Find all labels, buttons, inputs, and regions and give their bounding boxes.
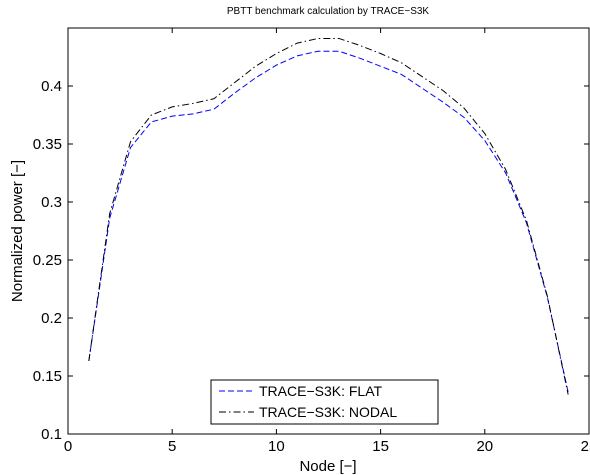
y-tick-label: 0.4 (41, 78, 62, 95)
y-tick-label: 0.15 (33, 368, 62, 385)
x-tick-label: 0 (64, 438, 72, 455)
y-tick-label: 0.35 (33, 136, 62, 153)
x-tick-label: 10 (268, 438, 285, 455)
x-tick-label: 20 (476, 438, 493, 455)
x-axis-label: Node [−] (299, 458, 356, 475)
legend-label-2: TRACE−S3K: NODAL (259, 404, 397, 420)
y-tick-label: 0.25 (33, 252, 62, 269)
x-tick-label: 5 (168, 438, 176, 455)
legend: TRACE−S3K: FLAT TRACE−S3K: NODAL (211, 380, 438, 424)
plot-area (68, 28, 589, 434)
y-tick-label: 0.3 (41, 194, 62, 211)
x-tick-label: 15 (372, 438, 389, 455)
y-tick-label: 0.1 (41, 426, 62, 443)
y-tick-label: 0.2 (41, 310, 62, 327)
legend-label-1: TRACE−S3K: FLAT (259, 383, 383, 399)
y-axis-label: Normalized power [−] (9, 160, 26, 302)
chart-title: PBTT benchmark calculation by TRACE−S3K (227, 6, 430, 17)
x-tick-label: 25 (581, 438, 590, 455)
